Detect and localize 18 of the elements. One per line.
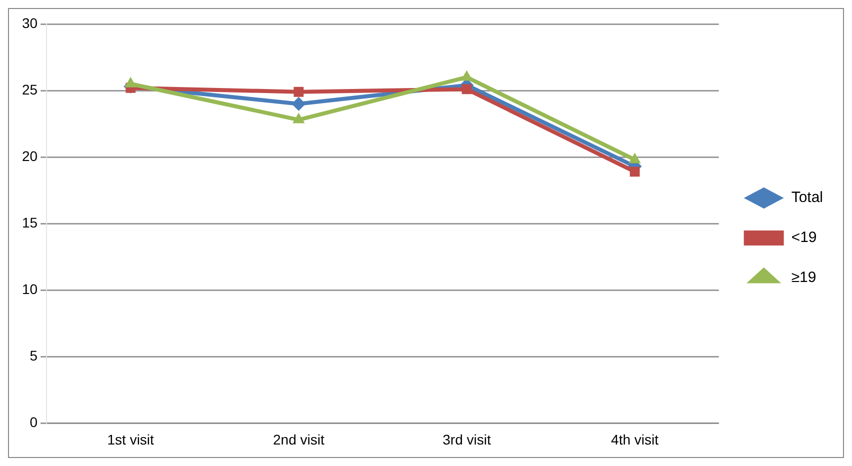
y-tick-label: 10 [22, 280, 38, 297]
y-tick-label: 5 [30, 348, 38, 364]
point [462, 84, 472, 94]
y-tick-label: 15 [22, 214, 38, 230]
point [294, 86, 304, 97]
y-tick-label: 25 [22, 81, 38, 98]
x-tick-label: 1st visit [107, 431, 154, 448]
y-tick-label: 20 [22, 148, 38, 164]
legend-label: ≥19 [791, 269, 816, 286]
y-tick-label: 30 [22, 14, 38, 31]
legend-label: Total [791, 189, 824, 206]
point [292, 96, 306, 111]
x-tick-label: 2nd visit [272, 431, 324, 448]
y-tick-label: 0 [30, 414, 38, 430]
point [630, 166, 640, 177]
legend-label: <19 [791, 229, 817, 246]
x-tick-label: 3rd visit [442, 431, 491, 448]
x-tick-label: 4th visit [611, 431, 659, 448]
